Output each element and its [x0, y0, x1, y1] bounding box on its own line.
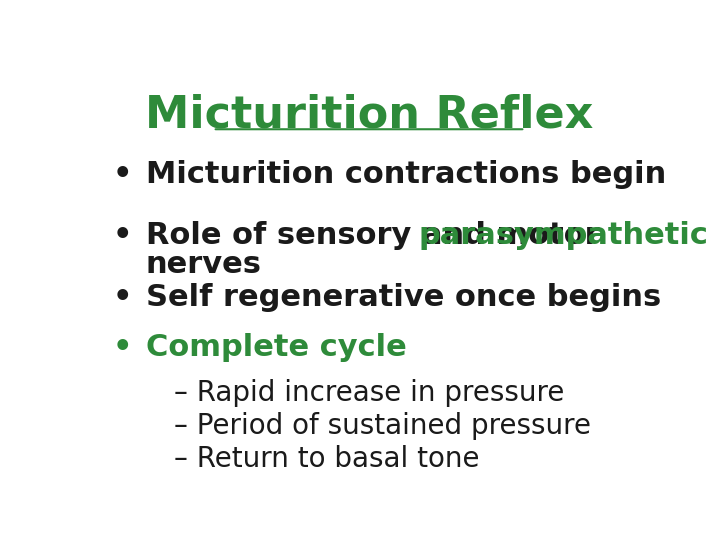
Text: •: • [112, 333, 132, 362]
Text: Role of sensory and motor: Role of sensory and motor [145, 221, 610, 249]
Text: •: • [112, 221, 132, 249]
Text: •: • [112, 283, 132, 312]
Text: parasympathetic: parasympathetic [418, 221, 708, 249]
Text: Complete cycle: Complete cycle [145, 333, 407, 362]
Text: – Rapid increase in pressure: – Rapid increase in pressure [174, 379, 564, 407]
Text: – Period of sustained pressure: – Period of sustained pressure [174, 412, 590, 440]
Text: nerves: nerves [145, 250, 262, 279]
Text: Self regenerative once begins: Self regenerative once begins [145, 283, 661, 312]
Text: – Return to basal tone: – Return to basal tone [174, 446, 480, 473]
Text: Micturition Reflex: Micturition Reflex [145, 94, 593, 137]
Text: Micturition contractions begin: Micturition contractions begin [145, 160, 666, 190]
Text: •: • [112, 160, 132, 190]
